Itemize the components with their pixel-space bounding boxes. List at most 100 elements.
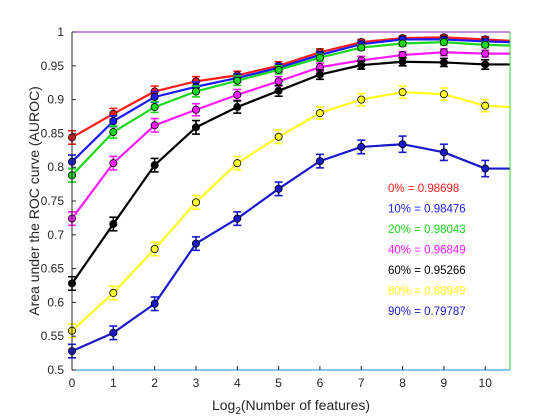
series-3 xyxy=(68,48,510,227)
data-point xyxy=(439,48,448,57)
data-point xyxy=(315,70,324,79)
data-point xyxy=(439,58,448,67)
data-point xyxy=(398,140,407,149)
data-point xyxy=(233,90,242,99)
data-point xyxy=(233,214,242,223)
y-tick-label: 0.8 xyxy=(47,160,64,174)
legend-entry: 0% = 0.98698 xyxy=(388,183,459,195)
data-point xyxy=(357,43,366,52)
data-point xyxy=(398,39,407,48)
data-point xyxy=(315,53,324,62)
x-tick-label: 7 xyxy=(358,376,365,390)
y-tick-label: 0.7 xyxy=(47,228,64,242)
y-tick-label: 0.9 xyxy=(47,93,64,107)
data-point xyxy=(150,161,159,170)
x-tick-label: 4 xyxy=(234,376,241,390)
legend-entry: 60% = 0.95266 xyxy=(388,265,466,277)
data-point xyxy=(150,121,159,130)
y-tick-label: 0.55 xyxy=(41,329,65,343)
series-2 xyxy=(68,38,511,183)
data-point xyxy=(439,90,448,99)
y-axis-label: Area under the ROC curve (AUROC) xyxy=(26,86,42,316)
data-point xyxy=(109,117,118,126)
data-point xyxy=(357,61,366,70)
data-point xyxy=(439,38,448,47)
x-axis-label-rest: (Number of features) xyxy=(241,397,370,413)
data-point xyxy=(233,159,242,168)
plot-area xyxy=(72,32,510,370)
x-tick-label: 1 xyxy=(110,376,117,390)
axes: 0 1 2 3 4 5 6 7 8 9 10 0.5 0.55 0.6 0.65 0.7 0.75 0.8 0.85… xyxy=(41,25,511,390)
series-line xyxy=(71,51,510,220)
x-tick-label: 2 xyxy=(151,376,158,390)
series-line xyxy=(71,36,511,139)
data-point xyxy=(150,244,159,253)
series-6 xyxy=(68,135,510,359)
data-point xyxy=(233,76,242,85)
data-point xyxy=(191,198,200,207)
x-tick-label: 10 xyxy=(479,376,493,390)
data-point xyxy=(274,132,283,141)
y-tick-label: 0.5 xyxy=(47,363,64,377)
data-point xyxy=(150,103,159,112)
data-point xyxy=(109,328,118,337)
data-point xyxy=(481,101,490,110)
data-point xyxy=(274,77,283,86)
x-axis-label-subscript: 2 xyxy=(235,406,241,417)
data-point xyxy=(109,288,118,297)
data-point xyxy=(481,164,490,173)
data-point xyxy=(274,65,283,74)
data-point xyxy=(398,88,407,97)
data-point xyxy=(274,184,283,193)
y-tick-label: 0.85 xyxy=(41,126,65,140)
data-point xyxy=(398,57,407,66)
x-axis-label: Log2(Number of features) xyxy=(212,397,370,417)
x-tick-label: 3 xyxy=(193,376,200,390)
data-point xyxy=(439,148,448,157)
series-line xyxy=(71,60,510,285)
data-point xyxy=(481,40,490,49)
data-point xyxy=(481,60,490,69)
series-line xyxy=(71,38,511,163)
legend-entry: 10% = 0.98476 xyxy=(388,204,466,216)
series-line xyxy=(71,143,510,353)
data-point xyxy=(150,92,159,101)
data-point xyxy=(191,87,200,96)
x-tick-label: 5 xyxy=(275,376,282,390)
x-tick-label: 9 xyxy=(441,376,448,390)
x-axis-label-main: Log xyxy=(212,397,235,413)
x-tick-label: 0 xyxy=(69,376,76,390)
data-point xyxy=(233,103,242,112)
data-point xyxy=(191,123,200,132)
data-point xyxy=(109,128,118,137)
series-4 xyxy=(68,56,510,292)
x-tick-label: 6 xyxy=(317,376,324,390)
y-tick-label: 1 xyxy=(57,25,64,39)
y-tick-label: 0.75 xyxy=(41,194,65,208)
legend-entry: 40% = 0.96849 xyxy=(388,245,466,257)
data-point xyxy=(191,105,200,114)
data-point xyxy=(191,239,200,248)
data-point xyxy=(357,95,366,104)
legend-entry: 90% = 0.79787 xyxy=(388,306,466,318)
series-line xyxy=(71,91,511,332)
data-point xyxy=(109,219,118,228)
data-point xyxy=(274,86,283,95)
series-line xyxy=(71,41,511,177)
y-tick-label: 0.6 xyxy=(47,295,64,309)
data-marks xyxy=(68,33,511,359)
data-point xyxy=(150,299,159,308)
y-tick-label: 0.95 xyxy=(41,59,65,73)
legend-entry: 20% = 0.98043 xyxy=(388,224,466,236)
data-point xyxy=(315,157,324,166)
data-point xyxy=(481,49,490,58)
legend-entry: 80% = 0.88949 xyxy=(388,286,466,298)
x-tick-label: 8 xyxy=(399,376,406,390)
data-point xyxy=(357,142,366,151)
data-point xyxy=(315,109,324,118)
legend: 0% = 0.98698 10% = 0.98476 20% = 0.98043 40… xyxy=(388,183,466,318)
data-point xyxy=(109,159,118,168)
y-tick-label: 0.65 xyxy=(41,262,65,276)
